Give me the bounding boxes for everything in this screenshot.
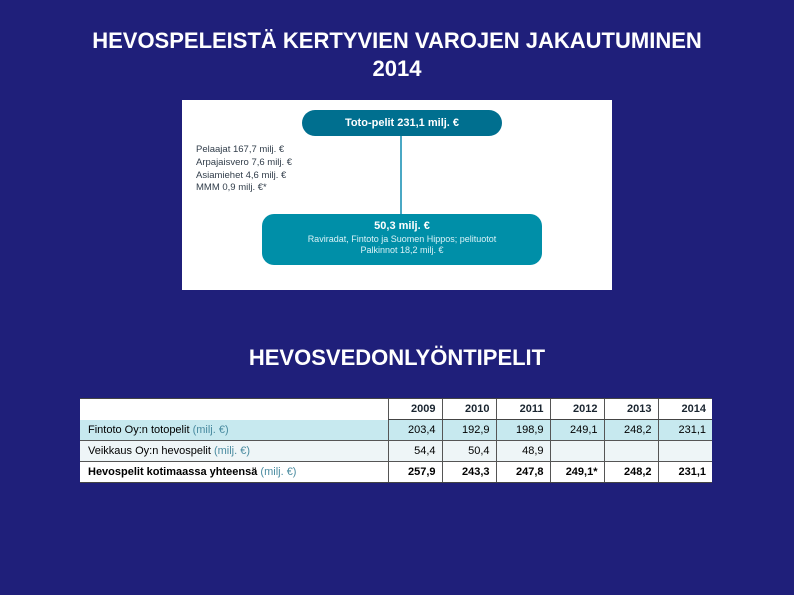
- table-cell: [550, 441, 604, 462]
- diagram-bottom-pill: 50,3 milj. € Raviradat, Fintoto ja Suome…: [262, 214, 542, 265]
- breakdown-item: Pelaajat 167,7 milj. €: [196, 144, 336, 157]
- table-header-year: 2014: [658, 399, 712, 420]
- table-cell: 243,3: [442, 462, 496, 483]
- table-header-empty: [80, 399, 388, 420]
- table-cell: 192,9: [442, 420, 496, 441]
- breakdown-item: Asiamiehet 4,6 milj. €: [196, 170, 336, 183]
- table-header-year: 2010: [442, 399, 496, 420]
- row-label: Fintoto Oy:n totopelit: [88, 424, 190, 436]
- table-cell: 257,9: [388, 462, 442, 483]
- table-header-row: 2009 2010 2011 2012 2013 2014: [80, 399, 712, 420]
- row-unit: (milj. €): [193, 424, 229, 436]
- table-cell: 203,4: [388, 420, 442, 441]
- diagram-bottom-head: 50,3 milj. €: [274, 220, 530, 232]
- table-header-year: 2009: [388, 399, 442, 420]
- table-header-year: 2012: [550, 399, 604, 420]
- row-label-cell: Hevospelit kotimaassa yhteensä (milj. €): [80, 462, 388, 483]
- main-title: HEVOSPELEISTÄ KERTYVIEN VAROJEN JAKAUTUM…: [0, 28, 794, 82]
- diagram-top-pill-label: Toto-pelit 231,1 milj. €: [345, 117, 459, 129]
- row-label: Veikkaus Oy:n hevospelit: [88, 445, 211, 457]
- table-cell: [658, 441, 712, 462]
- row-label-cell: Fintoto Oy:n totopelit (milj. €): [80, 420, 388, 441]
- row-unit: (milj. €): [260, 466, 296, 478]
- data-table: 2009 2010 2011 2012 2013 2014 Fintoto Oy…: [80, 399, 712, 482]
- table-header-year: 2013: [604, 399, 658, 420]
- table-cell: 231,1: [658, 462, 712, 483]
- breakdown-item: Arpajaisvero 7,6 milj. €: [196, 157, 336, 170]
- table-cell: 249,1: [550, 420, 604, 441]
- table-cell: [604, 441, 658, 462]
- table-body: Fintoto Oy:n totopelit (milj. €) 203,4 1…: [80, 420, 712, 483]
- row-label-cell: Veikkaus Oy:n hevospelit (milj. €): [80, 441, 388, 462]
- breakdown-item: MMM 0,9 milj. €*: [196, 182, 336, 195]
- table-cell: 54,4: [388, 441, 442, 462]
- table-cell: 248,2: [604, 420, 658, 441]
- table-cell: 248,2: [604, 462, 658, 483]
- distribution-diagram: Toto-pelit 231,1 milj. € Pelaajat 167,7 …: [182, 100, 612, 290]
- diagram-bottom-subtext: Raviradat, Fintoto ja Suomen Hippos; pel…: [274, 234, 530, 257]
- table-row: Hevospelit kotimaassa yhteensä (milj. €)…: [80, 462, 712, 483]
- main-title-line2: 2014: [0, 56, 794, 82]
- section-title: HEVOSVEDONLYÖNTIPELIT: [0, 345, 794, 371]
- table-cell: 249,1*: [550, 462, 604, 483]
- row-unit: (milj. €): [214, 445, 250, 457]
- diagram-breakdown-list: Pelaajat 167,7 milj. € Arpajaisvero 7,6 …: [196, 144, 336, 195]
- table-row: Fintoto Oy:n totopelit (milj. €) 203,4 1…: [80, 420, 712, 441]
- table-cell: 231,1: [658, 420, 712, 441]
- betting-table: 2009 2010 2011 2012 2013 2014 Fintoto Oy…: [80, 398, 712, 483]
- table-header-year: 2011: [496, 399, 550, 420]
- table-cell: 247,8: [496, 462, 550, 483]
- connector-line: [400, 136, 402, 214]
- table-row: Veikkaus Oy:n hevospelit (milj. €) 54,4 …: [80, 441, 712, 462]
- diagram-bottom-line1: Raviradat, Fintoto ja Suomen Hippos; pel…: [308, 234, 497, 244]
- main-title-line1: HEVOSPELEISTÄ KERTYVIEN VAROJEN JAKAUTUM…: [92, 28, 702, 53]
- diagram-bottom-line2: Palkinnot 18,2 milj. €: [360, 245, 443, 255]
- table-cell: 48,9: [496, 441, 550, 462]
- table-cell: 198,9: [496, 420, 550, 441]
- row-label: Hevospelit kotimaassa yhteensä: [88, 466, 257, 478]
- table-cell: 50,4: [442, 441, 496, 462]
- diagram-top-pill: Toto-pelit 231,1 milj. €: [302, 110, 502, 136]
